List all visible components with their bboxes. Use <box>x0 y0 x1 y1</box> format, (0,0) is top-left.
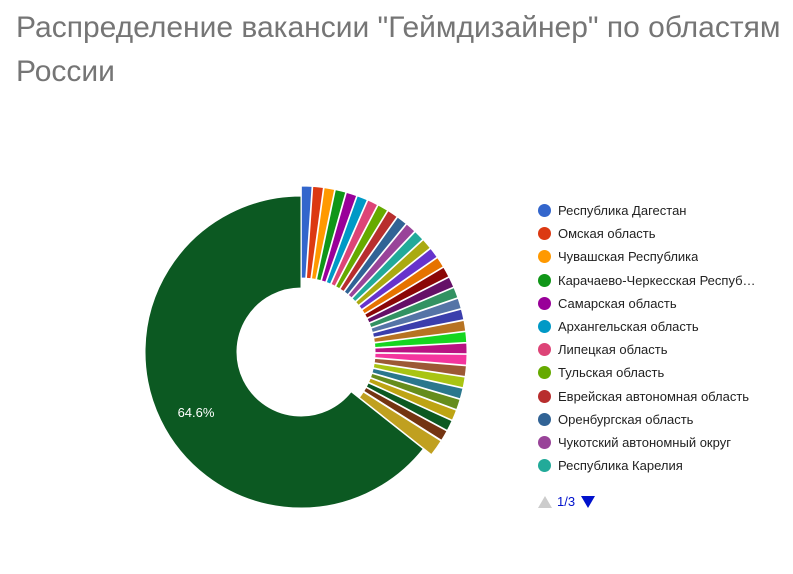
legend-label: Карачаево-Черкесская Респуб… <box>558 272 756 288</box>
legend-item[interactable]: Республика Дагестан <box>538 199 788 222</box>
legend-item[interactable]: Омская область <box>538 222 788 245</box>
legend-swatch-icon <box>538 296 551 310</box>
legend-swatch-icon <box>538 366 551 380</box>
pie-slice-24[interactable] <box>374 352 468 366</box>
legend-item[interactable]: Еврейская автономная область <box>538 385 788 408</box>
legend-item[interactable]: Чувашская Республика <box>538 245 788 268</box>
legend-label: Самарская область <box>558 295 677 311</box>
legend-label: Чукотский автономный округ <box>558 434 731 450</box>
pie-slice-30[interactable] <box>365 382 453 432</box>
pie-slice-3[interactable] <box>310 187 336 281</box>
pie-slice-5[interactable] <box>320 191 358 283</box>
legend-label: Республика Дагестан <box>558 203 687 219</box>
pie-slice-25[interactable] <box>373 357 467 378</box>
pie-slice-31[interactable] <box>363 386 448 442</box>
legend: Республика Дагестан Омская область Чувашск… <box>538 199 788 477</box>
pie-slice-33[interactable] <box>144 195 425 509</box>
slice-label-main: 64.6% <box>178 405 215 420</box>
pie-slice-9[interactable] <box>339 210 398 293</box>
pie-slice-11[interactable] <box>347 223 416 299</box>
pie-slice-8[interactable] <box>334 204 389 290</box>
pie-slice-27[interactable] <box>371 367 464 400</box>
legend-item[interactable]: Тульская область <box>538 361 788 384</box>
legend-swatch-icon <box>538 459 551 473</box>
pie-slice-18[interactable] <box>368 286 459 329</box>
pie-slice-19[interactable] <box>370 297 462 334</box>
pie-slice-10[interactable] <box>343 216 407 296</box>
legend-item[interactable]: Липецкая область <box>538 338 788 361</box>
legend-pager: 1/3 <box>538 494 596 509</box>
pie-slice-20[interactable] <box>371 308 465 338</box>
legend-swatch-icon <box>538 412 551 426</box>
legend-label: Республика Карелия <box>558 458 683 474</box>
pie-slice-23[interactable] <box>374 342 468 355</box>
pie-slice-2[interactable] <box>305 185 325 280</box>
pie-slice-13[interactable] <box>354 239 431 307</box>
legend-swatch-icon <box>538 435 551 449</box>
pie-slice-16[interactable] <box>364 266 450 319</box>
legend-label: Тульская область <box>558 365 665 381</box>
pie-slice-12[interactable] <box>351 230 424 303</box>
legend-label: Чувашская Республика <box>558 249 699 265</box>
legend-swatch-icon <box>538 204 551 218</box>
legend-item[interactable]: Чукотский автономный округ <box>538 431 788 454</box>
legend-page-indicator: 1/3 <box>557 494 576 509</box>
legend-item[interactable]: Оренбургская область <box>538 408 788 431</box>
legend-item[interactable]: Самарская область <box>538 292 788 315</box>
pie-slice-14[interactable] <box>358 247 438 311</box>
legend-label: Оренбургская область <box>558 411 694 427</box>
legend-swatch-icon <box>538 343 551 357</box>
pie-slice-32[interactable] <box>358 391 442 456</box>
legend-swatch-icon <box>538 250 551 264</box>
legend-swatch-icon <box>538 320 551 334</box>
pie-slice-26[interactable] <box>372 362 466 389</box>
legend-swatch-icon <box>538 273 551 287</box>
chart-title: Распределение вакансии "Геймдизайнер" по… <box>16 11 781 88</box>
legend-item[interactable]: Архангельская область <box>538 315 788 338</box>
pie-slice-22[interactable] <box>373 331 468 349</box>
legend-item[interactable]: Карачаево-Черкесская Респуб… <box>538 269 788 292</box>
pie-slice-7[interactable] <box>330 199 379 287</box>
legend-label: Липецкая область <box>558 342 668 358</box>
pie-slice-28[interactable] <box>369 372 461 411</box>
page-down-icon[interactable] <box>581 495 596 508</box>
legend-item[interactable]: Республика Карелия <box>538 454 788 477</box>
legend-swatch-icon <box>538 227 551 241</box>
pie-slice-4[interactable] <box>315 189 347 282</box>
legend-label: Омская область <box>558 226 656 242</box>
pie-slice-29[interactable] <box>367 377 458 421</box>
pie-slice-17[interactable] <box>366 276 455 324</box>
legend-label: Еврейская автономная область <box>558 388 750 404</box>
slices-group <box>144 185 468 509</box>
pie-slice-1[interactable] <box>300 185 313 279</box>
page-up-icon <box>538 495 552 508</box>
pie-slice-15[interactable] <box>361 256 445 315</box>
pie-slice-21[interactable] <box>373 319 467 343</box>
legend-swatch-icon <box>538 389 551 403</box>
pie-slice-6[interactable] <box>325 195 368 285</box>
legend-label: Архангельская область <box>558 319 699 335</box>
